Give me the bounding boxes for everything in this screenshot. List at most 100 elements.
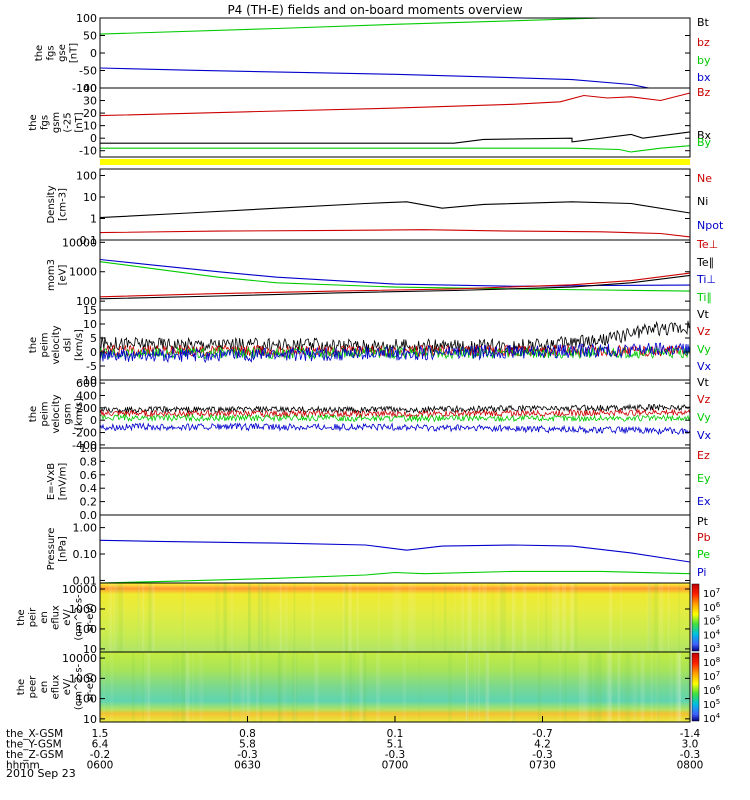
legend-entry: Te⊥ — [696, 238, 718, 251]
spectrogram-streak — [137, 583, 140, 652]
spectrogram-streak — [281, 652, 287, 722]
x-tick-label: 4.2 — [534, 739, 551, 751]
spectrogram-streak — [185, 652, 190, 722]
spectrogram-streak — [293, 652, 298, 722]
spectrogram-streak — [410, 583, 412, 652]
colorbar-tick-label: 106 — [703, 684, 721, 697]
spectrogram-streak — [617, 652, 621, 722]
y-tick-label: 10000 — [62, 652, 97, 665]
y-tick-label: 0 — [90, 414, 97, 427]
y-tick-label: 40 — [83, 82, 97, 95]
x-tick-label: 5.1 — [387, 739, 404, 751]
spectrogram-streak — [144, 652, 149, 722]
spectrogram-streak — [478, 583, 481, 652]
legend-entry: Ne — [697, 172, 712, 185]
x-axis-row-label: hhmm — [6, 760, 40, 772]
series-line-Vz — [99, 407, 691, 419]
y-tick-label: -400 — [72, 439, 97, 452]
spectrogram-streak — [465, 652, 468, 722]
spectrogram-streak — [477, 652, 481, 722]
y-tick-label: 1 — [90, 212, 97, 225]
y-tick-label: -5 — [86, 360, 97, 373]
spectrogram-streak — [138, 583, 140, 652]
spectrogram-streak — [131, 652, 136, 722]
spectrogram-streak — [342, 583, 346, 652]
spectrogram-streak — [640, 652, 645, 722]
spectrogram-streak — [258, 583, 264, 652]
spectrogram-streak — [115, 583, 119, 652]
panel-4: 100 1000 10000 mom3[eV] Te⊥ Te∥ Ti⊥ Ti∥ — [46, 236, 718, 311]
series-line-Vy — [99, 345, 691, 360]
y-tick-label: 0.6 — [80, 469, 98, 482]
y-tick-label: 400 — [76, 389, 97, 402]
y-tick-label: 10000 — [62, 236, 97, 249]
y-axis-label: thepeirenefluxeV/(cm^2-s-sr-eV) — [16, 594, 96, 641]
series-line-Ne — [99, 229, 691, 238]
spectrogram-streak — [651, 652, 653, 722]
x-tick-label: 0.1 — [387, 728, 404, 740]
spectrogram-streak — [247, 583, 251, 652]
colorbar-tick-label: 106 — [703, 601, 721, 614]
spectrogram-streak — [356, 583, 359, 652]
y-tick-label: -10 — [79, 145, 97, 158]
spectrogram-streak — [349, 652, 353, 722]
spectrogram-streak — [344, 583, 348, 652]
spectrogram-streak — [215, 583, 220, 652]
spectrogram-streak — [348, 583, 352, 652]
x-axis-row-label: the_Y-GSM — [6, 739, 62, 751]
series-line-By — [100, 145, 691, 153]
colorbar-tick-label: 107 — [703, 670, 720, 683]
spectrogram-streak — [103, 652, 105, 722]
y-tick-label: 5 — [90, 332, 97, 345]
series-line-Te⊥ — [99, 272, 691, 298]
spectrogram-streak — [608, 652, 613, 722]
legend-entry: bx — [697, 71, 711, 84]
legend-entry: Ez — [697, 449, 710, 462]
legend-entry: Vx — [697, 360, 712, 373]
spectrogram-streak — [242, 652, 245, 722]
spectrogram-streak — [562, 583, 566, 652]
legend-entry: Ex — [697, 495, 711, 508]
spectrogram-streak — [240, 652, 243, 722]
y-axis-label: Pressure[nPa] — [46, 528, 69, 571]
spectrogram-streak — [396, 583, 402, 652]
y-tick-label: 1000 — [69, 266, 97, 279]
series-line-Vx — [99, 342, 691, 364]
colorbar-tick-label: 103 — [703, 642, 720, 655]
spectrogram-streak — [175, 652, 180, 722]
spectrogram-streak — [499, 583, 503, 652]
spectrogram-streak — [148, 583, 153, 652]
spectrogram-streak — [448, 652, 452, 722]
spectrogram-streak — [609, 583, 613, 652]
spectrogram-streak — [284, 583, 288, 652]
spectrogram-streak — [277, 652, 281, 722]
spectrogram-streak — [278, 652, 284, 722]
y-tick-label: 1000 — [69, 672, 97, 685]
spectrogram-streak — [223, 583, 228, 652]
spectrogram-streak — [341, 652, 346, 722]
y-tick-label: 10 — [83, 120, 97, 133]
spectrogram-streak — [199, 652, 204, 722]
legend-entry: Pb — [697, 531, 711, 544]
legend-entry: Vt — [697, 308, 710, 321]
spectrogram-streak — [183, 583, 186, 652]
legend-entry: Ni — [697, 195, 708, 208]
plot-area — [100, 448, 690, 515]
yellow-status-bar — [100, 159, 690, 165]
spectrogram-streak — [460, 583, 465, 652]
spectrogram-streak — [606, 652, 612, 722]
spectrogram-streak — [230, 583, 234, 652]
legend-entry: Ti∥ — [696, 291, 712, 304]
spectrogram-streak — [113, 583, 118, 652]
y-tick-label: 0.4 — [80, 482, 98, 495]
spectrogram-streak — [246, 652, 251, 722]
y-tick-label: 10 — [83, 318, 97, 331]
spectrogram-streak — [687, 652, 690, 722]
y-tick-label: 0.10 — [73, 548, 98, 561]
spectrogram-streak — [291, 652, 295, 722]
series-line-Vx — [99, 422, 691, 436]
series-line-Vt — [99, 403, 691, 414]
spectrogram-streak — [678, 583, 681, 652]
spectrogram-streak — [444, 583, 447, 652]
